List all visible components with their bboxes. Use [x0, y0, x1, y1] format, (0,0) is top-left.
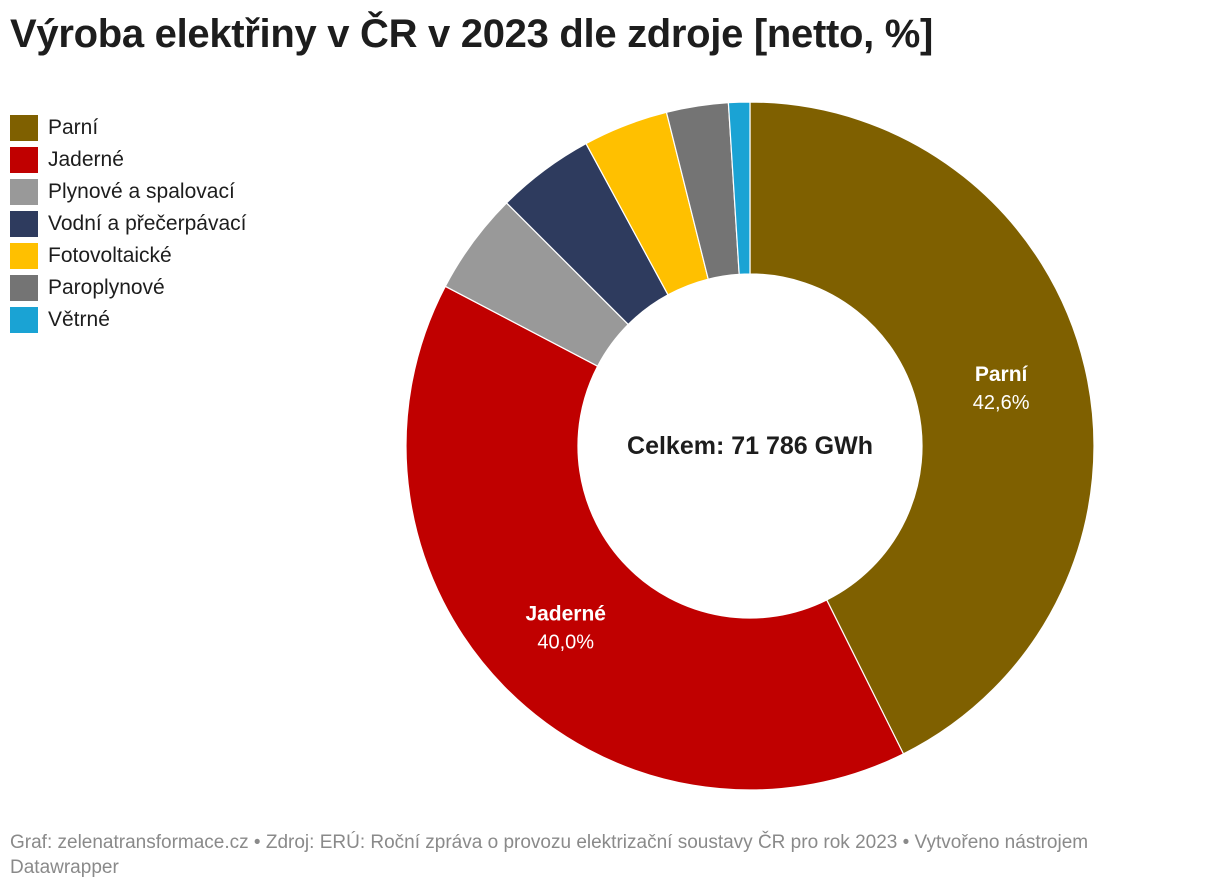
legend-swatch [10, 115, 38, 141]
slices [405, 101, 1095, 791]
legend-swatch [10, 275, 38, 301]
chart-title: Výroba elektřiny v ČR v 2023 dle zdroje … [10, 12, 934, 56]
legend-item: Fotovoltaické [10, 240, 246, 272]
center-total-label: Celkem: 71 786 GWh [627, 432, 873, 460]
slice-labels: Parní 42,6% Jaderné 40,0% [525, 363, 1029, 654]
legend-swatch [10, 147, 38, 173]
legend-label: Plynové a spalovací [48, 180, 235, 203]
donut-slice [727, 101, 751, 275]
donut-slice [405, 285, 905, 791]
legend: Parní Jaderné Plynové a spalovací Vodní a p… [10, 112, 246, 336]
legend-item: Plynové a spalovací [10, 176, 246, 208]
slice-label-value: 42,6% [973, 392, 1030, 414]
donut-slice [665, 102, 740, 280]
legend-label: Jaderné [48, 148, 124, 171]
donut-slice [505, 142, 669, 326]
legend-label: Vodní a přečerpávací [48, 212, 247, 235]
slice-label-value: 40,0% [537, 632, 594, 654]
legend-swatch [10, 243, 38, 269]
donut-slice [444, 202, 630, 367]
legend-item: Paroplynové [10, 272, 246, 304]
source-footer: Graf: zelenatransformace.cz • Zdroj: ERÚ… [10, 832, 1089, 878]
legend-item: Větrné [10, 304, 246, 336]
legend-item: Parní [10, 112, 246, 144]
legend-item: Jaderné [10, 144, 246, 176]
legend-label: Fotovoltaické [48, 244, 172, 267]
legend-item: Vodní a přečerpávací [10, 208, 246, 240]
donut-slice [585, 111, 709, 296]
legend-swatch [10, 307, 38, 333]
legend-label: Paroplynové [48, 276, 165, 299]
legend-swatch [10, 211, 38, 237]
donut-slice [749, 101, 1095, 755]
slice-label-name: Jaderné [525, 603, 606, 626]
legend-label: Parní [48, 116, 99, 139]
legend-swatch [10, 179, 38, 205]
slice-label-name: Parní [975, 363, 1029, 386]
legend-label: Větrné [48, 308, 110, 331]
